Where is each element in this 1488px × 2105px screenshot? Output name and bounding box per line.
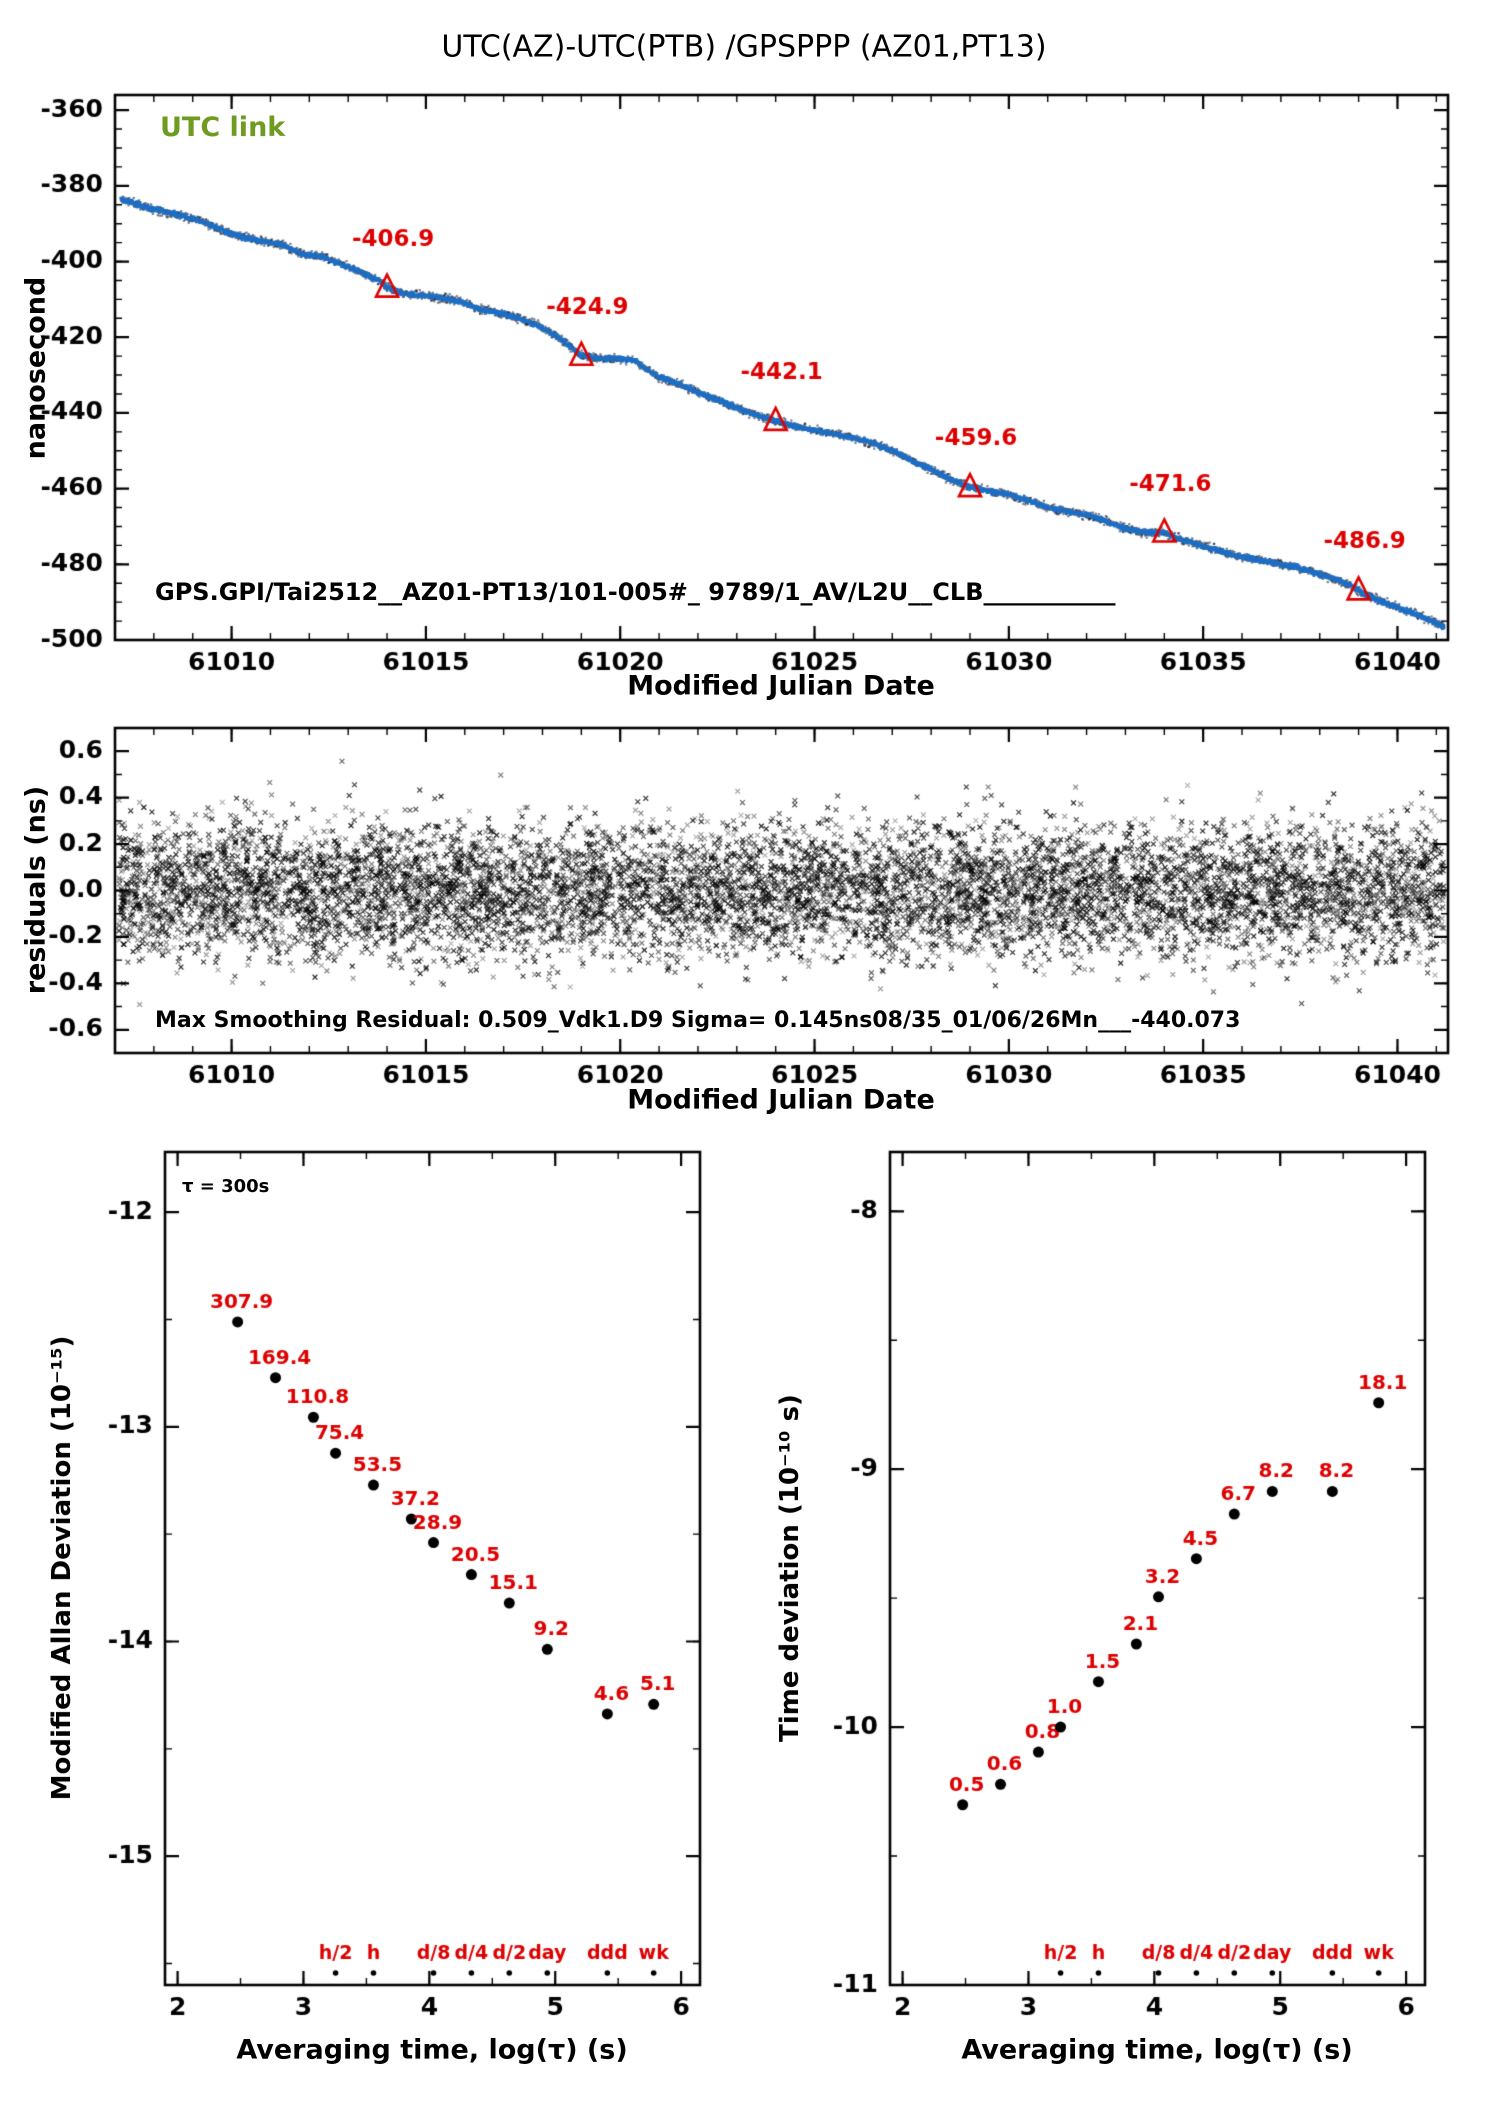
mdev-xlabel: Averaging time, log(τ) (s) (236, 2034, 628, 2066)
residuals-xlabel: Modified Julian Date (627, 1084, 935, 1116)
phase-config-label: GPS.GPI/Tai2512__AZ01-PT13/101-005#_ 978… (155, 578, 1116, 606)
tdev-ylabel: Time deviation (10⁻¹⁰ s) (775, 1394, 805, 1742)
figure-title: UTC(AZ)-UTC(PTB) /GPSPPP (AZ01,PT13) (441, 29, 1047, 65)
phase-ylabel: nanosecond (20, 276, 52, 460)
residuals-ylabel: residuals (ns) (20, 785, 52, 995)
mdev-ylabel: Modified Allan Deviation (10⁻¹⁵) (47, 1335, 77, 1801)
residuals-stats-label: Max Smoothing Residual: 0.509_Vdk1.D9 Si… (155, 1008, 1241, 1033)
tau0-label: τ = 300s (182, 1176, 270, 1197)
phase-xlabel: Modified Julian Date (627, 670, 935, 702)
tdev-xlabel: Averaging time, log(τ) (s) (961, 2034, 1353, 2066)
utc-link-label: UTC link (160, 112, 286, 143)
